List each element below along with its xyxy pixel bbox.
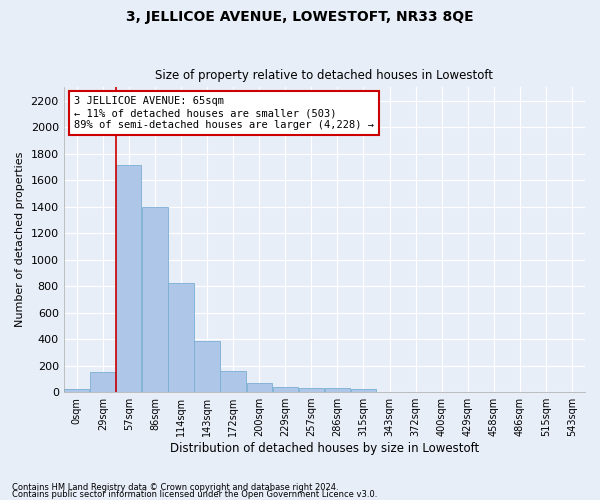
Bar	[325, 388, 350, 392]
Text: 3, JELLICOE AVENUE, LOWESTOFT, NR33 8QE: 3, JELLICOE AVENUE, LOWESTOFT, NR33 8QE	[126, 10, 474, 24]
Bar	[299, 388, 324, 392]
Bar	[64, 390, 89, 392]
Text: Contains HM Land Registry data © Crown copyright and database right 2024.: Contains HM Land Registry data © Crown c…	[12, 484, 338, 492]
Y-axis label: Number of detached properties: Number of detached properties	[15, 152, 25, 328]
Title: Size of property relative to detached houses in Lowestoft: Size of property relative to detached ho…	[155, 69, 493, 82]
Bar	[351, 390, 376, 392]
Bar	[220, 370, 246, 392]
Bar	[90, 372, 115, 392]
Bar	[194, 341, 220, 392]
Bar	[142, 207, 167, 392]
Text: 3 JELLICOE AVENUE: 65sqm
← 11% of detached houses are smaller (503)
89% of semi-: 3 JELLICOE AVENUE: 65sqm ← 11% of detach…	[74, 96, 374, 130]
Bar	[116, 165, 142, 392]
Text: Contains public sector information licensed under the Open Government Licence v3: Contains public sector information licen…	[12, 490, 377, 499]
Bar	[169, 283, 194, 392]
X-axis label: Distribution of detached houses by size in Lowestoft: Distribution of detached houses by size …	[170, 442, 479, 455]
Bar	[272, 387, 298, 392]
Bar	[247, 384, 272, 392]
